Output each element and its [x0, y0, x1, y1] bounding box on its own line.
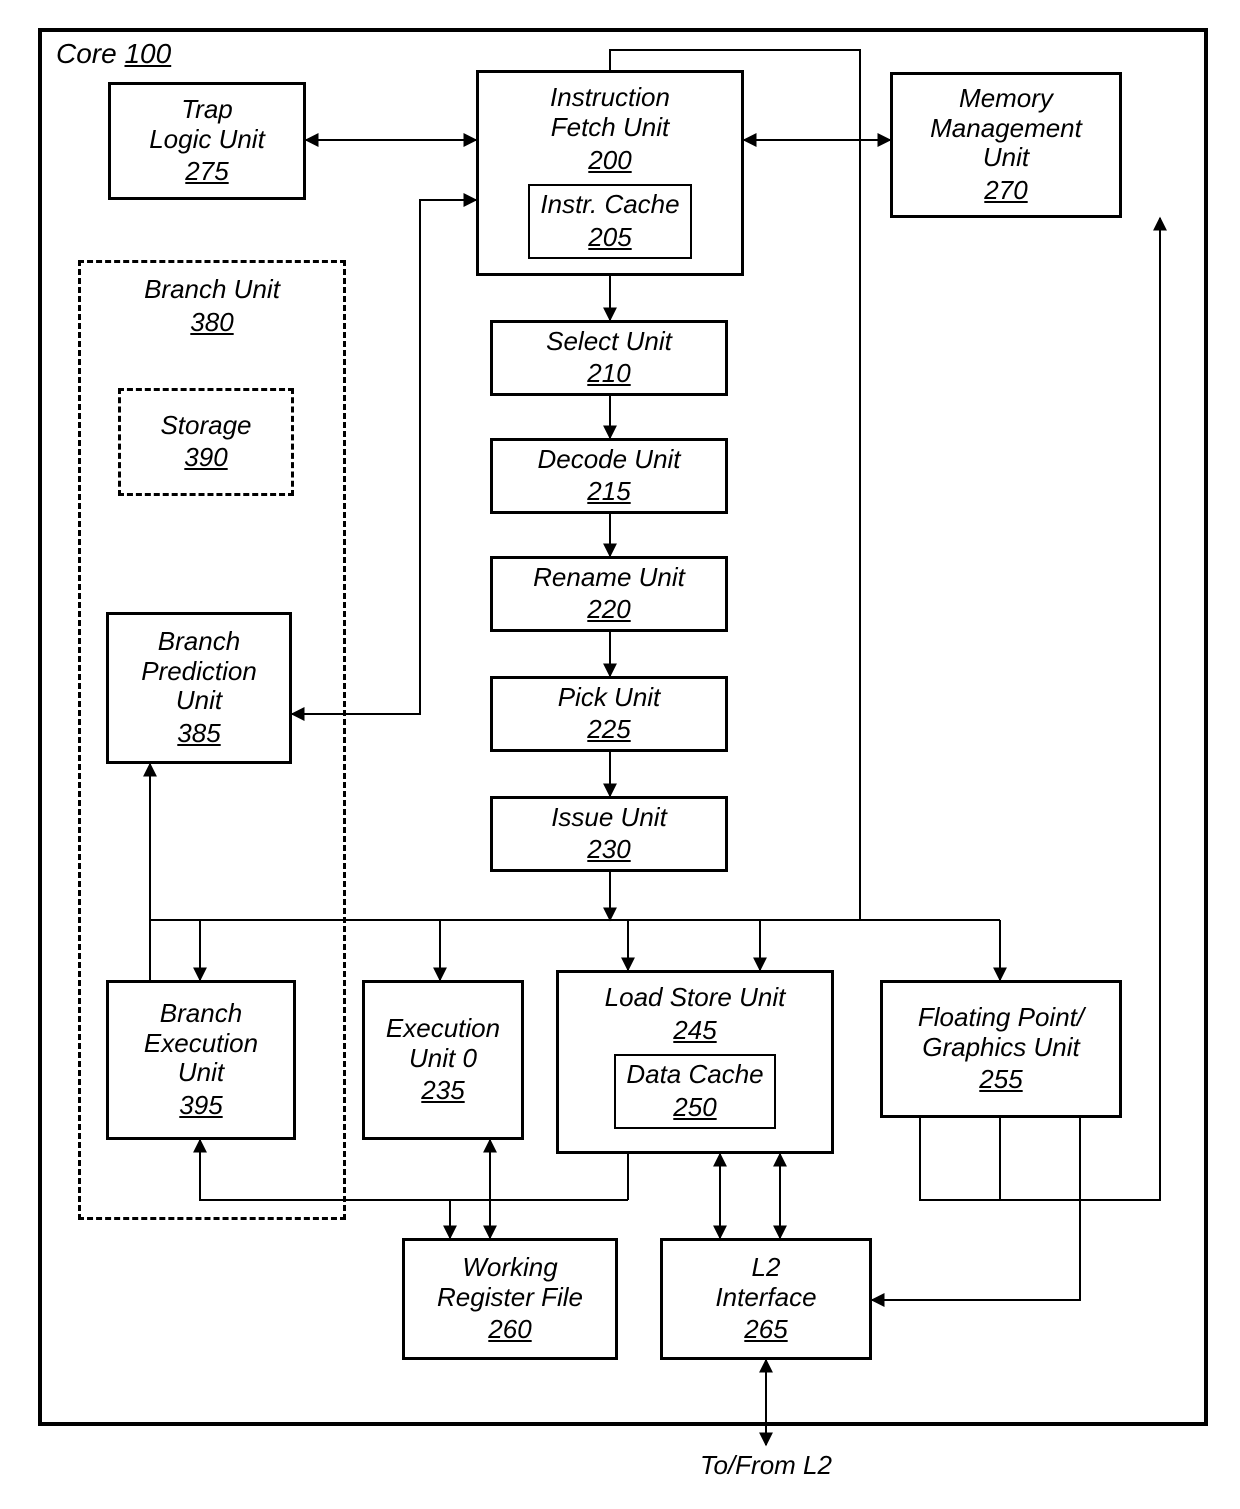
fpu-title: Floating Point/ Graphics Unit — [918, 1003, 1084, 1063]
trap-num: 275 — [185, 156, 228, 187]
core-diagram: Core 100 Branch Unit 380 Trap Logic Unit… — [20, 20, 1220, 1489]
instr-cache-title: Instr. Cache — [540, 190, 679, 220]
bpu-title: Branch Prediction Unit — [141, 627, 257, 717]
select-unit-box: Select Unit 210 — [490, 320, 728, 396]
storage-box: Storage 390 — [118, 388, 294, 496]
rename-num: 220 — [587, 594, 630, 625]
branch-exec-box: Branch Execution Unit 395 — [106, 980, 296, 1140]
exec0-num: 235 — [421, 1075, 464, 1106]
bpu-box: Branch Prediction Unit 385 — [106, 612, 292, 764]
rename-title: Rename Unit — [533, 563, 685, 593]
storage-num: 390 — [184, 442, 227, 473]
l2i-title: L2 Interface — [715, 1253, 816, 1313]
external-l2-label: To/From L2 — [700, 1450, 832, 1481]
issue-title: Issue Unit — [551, 803, 667, 833]
core-label: Core 100 — [56, 38, 171, 70]
pick-num: 225 — [587, 714, 630, 745]
data-cache-num: 250 — [626, 1092, 763, 1123]
fpu-box: Floating Point/ Graphics Unit 255 — [880, 980, 1122, 1118]
branch-unit-num: 380 — [190, 307, 233, 338]
pick-unit-box: Pick Unit 225 — [490, 676, 728, 752]
data-cache-box: Data Cache 250 — [614, 1054, 775, 1129]
issue-unit-box: Issue Unit 230 — [490, 796, 728, 872]
ifu-title: Instruction Fetch Unit — [550, 83, 670, 143]
wrf-num: 260 — [488, 1314, 531, 1345]
l2i-num: 265 — [744, 1314, 787, 1345]
bexec-title: Branch Execution Unit — [144, 999, 258, 1089]
instr-cache-box: Instr. Cache 205 — [528, 184, 691, 259]
lsu-title: Load Store Unit — [605, 983, 786, 1013]
instr-cache-num: 205 — [540, 222, 679, 253]
exec0-box: Execution Unit 0 235 — [362, 980, 524, 1140]
mmu-box: Memory Management Unit 270 — [890, 72, 1122, 218]
fpu-num: 255 — [979, 1064, 1022, 1095]
branch-unit-title: Branch Unit — [144, 275, 280, 305]
decode-num: 215 — [587, 476, 630, 507]
trap-title: Trap Logic Unit — [149, 95, 265, 155]
wrf-title: Working Register File — [437, 1253, 583, 1313]
exec0-title: Execution Unit 0 — [386, 1014, 500, 1074]
l2i-box: L2 Interface 265 — [660, 1238, 872, 1360]
bexec-num: 395 — [179, 1090, 222, 1121]
core-title: Core — [56, 38, 117, 69]
trap-logic-unit-box: Trap Logic Unit 275 — [108, 82, 306, 200]
mmu-num: 270 — [984, 175, 1027, 206]
ifu-box: Instruction Fetch Unit 200 Instr. Cache … — [476, 70, 744, 276]
mmu-title: Memory Management Unit — [930, 84, 1082, 174]
bpu-num: 385 — [177, 718, 220, 749]
select-title: Select Unit — [546, 327, 672, 357]
wrf-box: Working Register File 260 — [402, 1238, 618, 1360]
decode-title: Decode Unit — [537, 445, 680, 475]
rename-unit-box: Rename Unit 220 — [490, 556, 728, 632]
pick-title: Pick Unit — [558, 683, 661, 713]
storage-title: Storage — [160, 411, 251, 441]
ifu-num: 200 — [588, 145, 631, 176]
decode-unit-box: Decode Unit 215 — [490, 438, 728, 514]
lsu-box: Load Store Unit 245 Data Cache 250 — [556, 970, 834, 1154]
core-num: 100 — [124, 38, 171, 69]
data-cache-title: Data Cache — [626, 1060, 763, 1090]
issue-num: 230 — [587, 834, 630, 865]
lsu-num: 245 — [673, 1015, 716, 1046]
select-num: 210 — [587, 358, 630, 389]
